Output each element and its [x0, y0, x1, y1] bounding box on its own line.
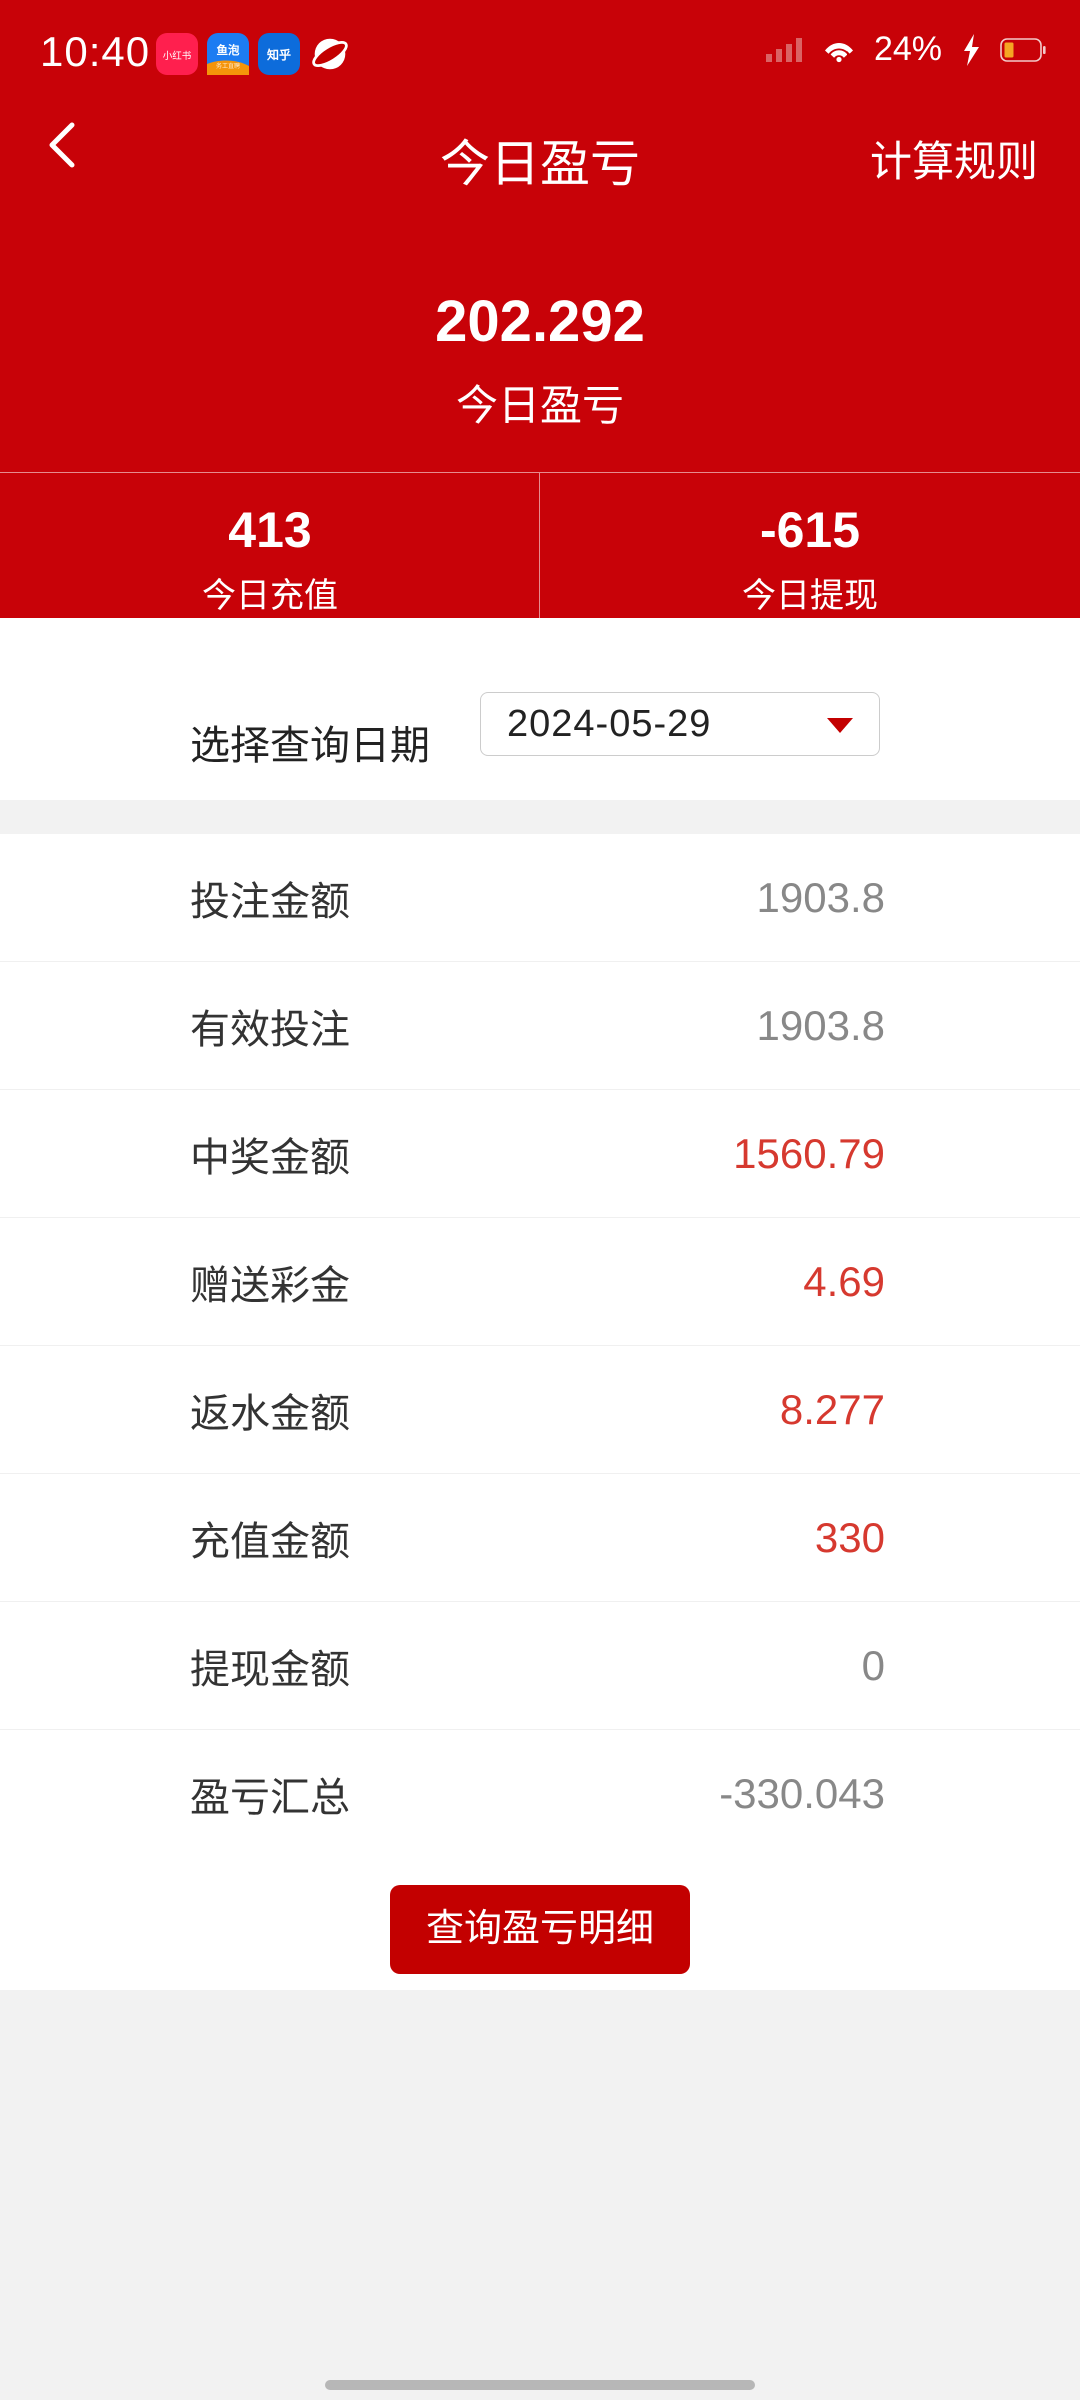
svg-text:鱼泡: 鱼泡 — [217, 43, 240, 57]
svg-text:小红书: 小红书 — [163, 50, 192, 62]
svg-text:务工直聘: 务工直聘 — [216, 62, 240, 70]
svg-text:知乎: 知乎 — [266, 47, 291, 62]
